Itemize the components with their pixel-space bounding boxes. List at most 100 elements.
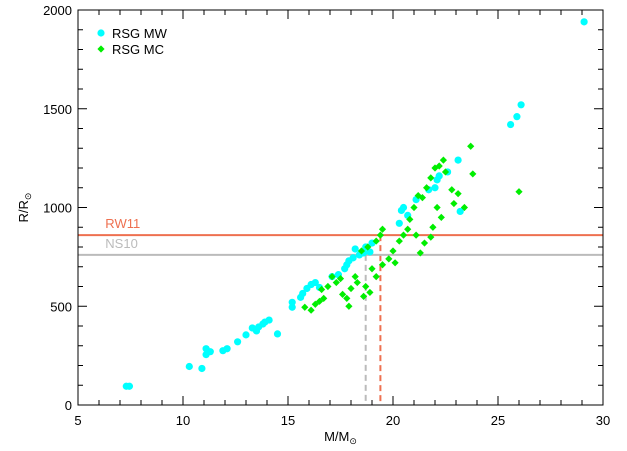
point-rsg-mw	[223, 345, 231, 353]
point-rsg-mw	[234, 338, 242, 346]
x-axis-title-subscript: ⊙	[349, 436, 357, 446]
point-rsg-mc	[320, 294, 328, 302]
point-rsg-mw	[580, 18, 588, 26]
point-rsg-mc	[378, 225, 387, 233]
point-rsg-mw	[242, 331, 250, 339]
point-rsg-mc	[433, 203, 441, 212]
point-rsg-mw	[185, 362, 193, 371]
point-rsg-mc	[301, 303, 309, 311]
point-rsg-mw	[206, 348, 214, 356]
point-rsg-mc	[389, 247, 397, 255]
point-rsg-mw	[395, 219, 403, 227]
point-rsg-mc	[345, 302, 353, 310]
legend-label-rsg-mc: RSG MC	[112, 42, 164, 57]
point-rsg-mc	[372, 237, 380, 245]
legend-label-rsg-mw: RSG MW	[112, 26, 168, 41]
point-rsg-mc	[351, 273, 359, 281]
point-rsg-mw	[288, 298, 296, 306]
point-rsg-mc	[410, 203, 418, 212]
y-tick-label: 1500	[43, 102, 72, 117]
point-rsg-mw	[399, 203, 408, 212]
point-rsg-mc	[467, 142, 475, 150]
point-rsg-mc	[372, 273, 380, 281]
x-tick-label: 15	[281, 413, 295, 428]
x-tick-label: 10	[176, 413, 190, 428]
point-rsg-mc	[357, 247, 366, 255]
point-rsg-mw	[507, 120, 515, 129]
x-tick-label: 5	[74, 413, 81, 428]
y-axis-title: R/R⊙	[16, 193, 33, 223]
point-rsg-mw	[435, 172, 443, 180]
point-rsg-mc	[460, 203, 468, 212]
point-rsg-mw	[517, 101, 525, 109]
point-rsg-mc	[339, 290, 347, 298]
x-tick-label: 30	[596, 413, 610, 428]
point-rsg-mc	[336, 275, 345, 283]
data-points	[122, 18, 588, 390]
point-rsg-mc	[469, 170, 477, 178]
y-tick-label: 500	[50, 299, 72, 314]
point-rsg-mc	[318, 285, 326, 294]
point-rsg-mw	[456, 207, 464, 216]
reference-line-labels: RW11 NS10	[105, 216, 140, 251]
y-tick-label: 1000	[43, 201, 72, 216]
point-rsg-mc	[307, 306, 315, 314]
plot-frame	[77, 9, 604, 406]
point-rsg-mc	[362, 282, 370, 291]
point-rsg-mc	[385, 255, 393, 263]
point-rsg-mw	[273, 330, 282, 338]
point-rsg-mw	[265, 316, 273, 324]
y-tick-label: 0	[65, 398, 72, 413]
point-rsg-mw	[454, 156, 462, 164]
point-rsg-mc	[364, 243, 372, 251]
point-rsg-mc	[360, 292, 368, 300]
ref-label-ns10: NS10	[105, 236, 138, 251]
point-rsg-mw	[288, 303, 296, 311]
point-rsg-mc	[448, 186, 456, 194]
point-rsg-mc	[328, 273, 336, 281]
y-tick-label: 2000	[43, 3, 72, 18]
point-rsg-mc	[450, 199, 458, 208]
point-rsg-mc	[418, 194, 426, 202]
tick-labels: 5 10 15 20 25 30 0 500 1000 1500 2000	[43, 3, 610, 428]
point-rsg-mc	[412, 231, 420, 239]
point-rsg-mc	[366, 288, 374, 297]
point-rsg-mc	[391, 259, 399, 267]
point-rsg-mc	[515, 188, 523, 196]
y-axis-title-main: R/R	[16, 200, 31, 222]
point-rsg-mc	[423, 184, 431, 192]
point-rsg-mw	[349, 254, 357, 262]
point-rsg-mc	[429, 223, 437, 231]
point-rsg-mw	[431, 184, 439, 192]
point-rsg-mw	[299, 289, 307, 298]
point-rsg-mw	[198, 364, 206, 373]
legend-marker-rsg-mw	[97, 29, 105, 37]
point-rsg-mc	[343, 294, 351, 302]
point-rsg-mc	[376, 231, 384, 239]
x-axis-title-main: M/M	[324, 429, 349, 444]
point-rsg-mc	[427, 233, 435, 241]
point-rsg-mc	[347, 284, 355, 293]
y-axis-title-subscript: ⊙	[23, 193, 33, 201]
point-rsg-mw	[351, 245, 359, 253]
point-rsg-mc	[441, 168, 450, 176]
point-rsg-mw	[125, 382, 134, 390]
point-rsg-mc	[435, 162, 443, 170]
point-rsg-mc	[311, 300, 319, 308]
x-tick-label: 20	[386, 413, 400, 428]
reference-lines	[78, 234, 603, 405]
point-rsg-mc	[439, 156, 447, 164]
point-rsg-mc	[353, 278, 361, 287]
point-rsg-mc	[420, 239, 429, 247]
x-tick-label: 25	[491, 413, 505, 428]
legend-marker-rsg-mc	[97, 45, 105, 53]
point-rsg-mc	[454, 190, 462, 198]
point-rsg-mc	[416, 249, 424, 257]
point-rsg-mc	[437, 213, 445, 221]
point-rsg-mw	[513, 113, 521, 121]
point-rsg-mc	[427, 174, 435, 182]
point-rsg-mc	[332, 278, 340, 287]
point-rsg-mw	[311, 278, 319, 287]
point-rsg-mc	[324, 282, 332, 291]
